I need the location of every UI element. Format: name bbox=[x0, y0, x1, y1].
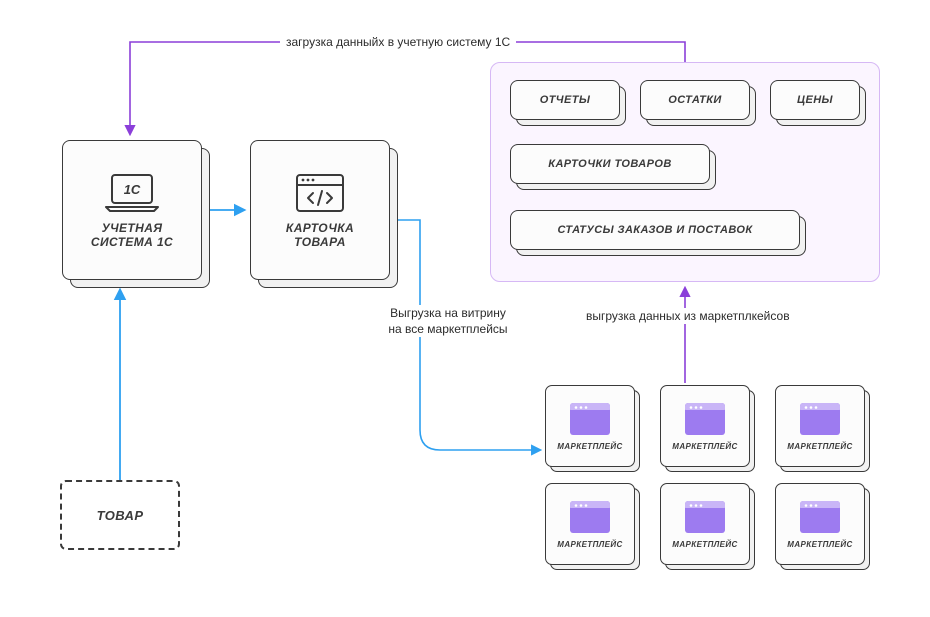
marketplace-card: МАРКЕТПЛЕЙС bbox=[660, 385, 755, 473]
laptop-1c-icon: 1C bbox=[102, 171, 162, 215]
marketplace-card: МАРКЕТПЛЕЙС bbox=[545, 483, 640, 571]
node-system-1c: 1C УЧЕТНАЯ СИСТЕМА 1С bbox=[62, 140, 210, 288]
pill-statuses-label: СТАТУСЫ ЗАКАЗОВ И ПОСТАВОК bbox=[557, 224, 752, 236]
node-product-card: КАРТОЧКА ТОВАРА bbox=[250, 140, 398, 288]
pill-reports-label: ОТЧЕТЫ bbox=[540, 94, 591, 106]
pill-prices: ЦЕНЫ bbox=[770, 80, 866, 126]
marketplace-label: МАРКЕТПЛЕЙС bbox=[672, 540, 737, 549]
marketplace-card: МАРКЕТПЛЕЙС bbox=[775, 483, 870, 571]
node-product-label: ТОВАР bbox=[97, 508, 144, 523]
marketplace-label: МАРКЕТПЛЕЙС bbox=[787, 540, 852, 549]
marketplace-label: МАРКЕТПЛЕЙС bbox=[787, 442, 852, 451]
marketplace-label: МАРКЕТПЛЕЙС bbox=[557, 442, 622, 451]
browser-window-icon bbox=[569, 402, 611, 436]
browser-window-icon bbox=[569, 500, 611, 534]
pill-cards-label: КАРТОЧКИ ТОВАРОВ bbox=[548, 158, 671, 170]
pill-stocks-label: ОСТАТКИ bbox=[668, 94, 721, 106]
edge-label-card-to-mp: Выгрузка на витрину на все маркетплейсы bbox=[368, 305, 528, 337]
marketplace-label: МАРКЕТПЛЕЙС bbox=[672, 442, 737, 451]
marketplace-card: МАРКЕТПЛЕЙС bbox=[660, 483, 755, 571]
svg-text:1C: 1C bbox=[124, 182, 141, 197]
marketplace-card: МАРКЕТПЛЕЙС bbox=[775, 385, 870, 473]
node-product-card-label: КАРТОЧКА ТОВАРА bbox=[286, 221, 354, 249]
marketplace-label: МАРКЕТПЛЕЙС bbox=[557, 540, 622, 549]
code-window-icon bbox=[293, 171, 347, 215]
pill-statuses: СТАТУСЫ ЗАКАЗОВ И ПОСТАВОК bbox=[510, 210, 806, 256]
marketplace-card: МАРКЕТПЛЕЙС bbox=[545, 385, 640, 473]
browser-window-icon bbox=[684, 500, 726, 534]
edge-label-load-to-1c: загрузка данныйх в учетную систему 1С bbox=[280, 34, 516, 50]
pill-prices-label: ЦЕНЫ bbox=[797, 94, 833, 106]
browser-window-icon bbox=[799, 500, 841, 534]
browser-window-icon bbox=[799, 402, 841, 436]
browser-window-icon bbox=[684, 402, 726, 436]
pill-cards: КАРТОЧКИ ТОВАРОВ bbox=[510, 144, 716, 190]
node-product: ТОВАР bbox=[60, 480, 180, 550]
edge-label-mp-to-panel: выгрузка данных из маркетплкейсов bbox=[580, 308, 796, 324]
pill-stocks: ОСТАТКИ bbox=[640, 80, 756, 126]
pill-reports: ОТЧЕТЫ bbox=[510, 80, 626, 126]
node-system-1c-label: УЧЕТНАЯ СИСТЕМА 1С bbox=[91, 221, 173, 249]
